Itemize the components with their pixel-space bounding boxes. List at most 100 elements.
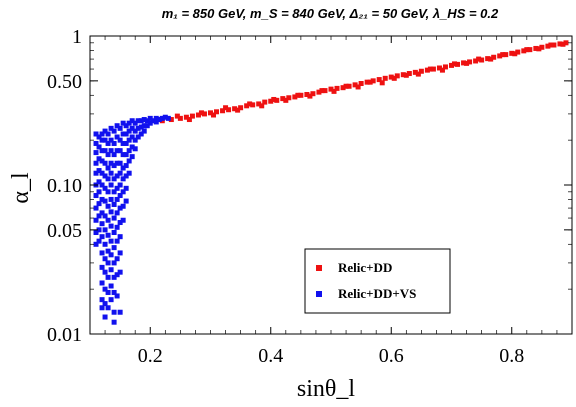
relic-dd-vs-point [111,274,117,280]
relic-dd-vs-point [99,137,105,143]
relic-dd-vs-point [120,165,126,171]
relic-dd-vs-point [147,120,153,126]
relic-dd-vs-point [132,146,138,152]
relic-dd-vs-point [93,160,99,166]
relic-dd-vs-point [108,223,114,229]
relic-dd-point [539,44,545,50]
relic-dd-vs-point [99,280,105,286]
relic-dd-vs-point [102,241,108,247]
relic-dd-vs-point [111,128,117,134]
relic-dd-vs-point [114,272,120,278]
relic-dd-vs-point [126,137,132,143]
relic-dd-point [334,85,340,91]
relic-dd-vs-point [123,163,129,169]
relic-dd-point [211,112,217,118]
relic-dd-vs-point [141,117,147,123]
relic-dd-vs-point [102,286,108,292]
relic-dd-point [427,66,433,72]
y-tick-label: 1 [72,26,82,48]
relic-dd-vs-point [108,160,114,166]
relic-dd-vs-point [108,182,114,188]
relic-dd-point [449,62,454,68]
relic-dd-point [527,47,533,53]
relic-dd-point [307,93,313,99]
relic-dd-vs-point [114,238,120,244]
tick-labels: 0.2 0.4 0.6 0.8 0.01 0.05 0.10 0.50 1 [47,26,524,367]
relic-dd-vs-point [111,152,117,158]
relic-dd-vs-point [105,274,111,280]
relic-dd-point [271,96,277,102]
relic-dd-vs-point [102,314,108,320]
relic-dd-vs-point [105,189,111,195]
relic-dd-vs-point [102,148,108,154]
relic-dd-vs-point [114,123,120,129]
relic-dd-point [274,97,280,103]
relic-dd-point [388,74,394,80]
relic-dd-vs-point [129,118,135,124]
relic-dd-point [292,94,298,100]
relic-dd-vs-point [123,198,129,204]
relic-dd-vs-point [159,115,165,121]
relic-dd-vs-point [102,256,108,262]
relic-dd-vs-point [105,217,111,223]
relic-dd-vs-point [126,148,132,154]
relic-dd-point [512,51,518,57]
relic-dd-point [244,103,250,109]
relic-dd-point [286,95,292,101]
relic-dd-vs-point [99,158,105,164]
relic-dd-vs-point [96,189,102,195]
relic-dd-vs-point [102,128,108,134]
relic-dd-vs-point [132,120,138,126]
relic-dd-vs-point [126,158,132,164]
legend-marker [316,291,322,297]
relic-dd-vs-point [114,134,120,140]
relic-dd-vs-point [153,119,159,125]
relic-dd-vs-point [150,118,156,124]
relic-dd-point [515,49,521,55]
relic-dd-point [436,65,442,71]
relic-dd-point [467,59,473,65]
relic-dd-vs-point [99,250,105,256]
relic-dd-point [214,109,220,115]
relic-dd-point [403,72,409,78]
relic-dd-vs-point [99,297,105,303]
relic-dd-vs-point [108,170,114,176]
relic-dd-point [524,47,530,53]
relic-dd-point [503,52,509,58]
relic-dd-vs-point [102,137,108,143]
x-tick-label: 0.8 [499,345,524,367]
relic-dd-vs-point [120,120,126,126]
relic-dd-vs-point [144,118,150,124]
relic-dd-vs-point [93,230,99,235]
relic-dd-point [198,110,204,116]
relic-dd-vs-point [108,196,114,202]
relic-dd-vs-point [111,201,117,207]
relic-dd-point [461,60,467,66]
relic-dd-point [376,77,382,83]
relic-dd-vs-point [99,210,105,216]
relic-dd-vs-point [105,289,111,295]
relic-dd-vs-point [111,245,117,251]
relic-dd-vs-point [117,125,123,131]
relic-dd-point [256,101,262,107]
relic-dd-vs-point [108,297,114,303]
relic-dd-point [232,106,238,112]
relic-dd-point [485,56,491,62]
relic-dd-vs-point [96,238,102,244]
relic-dd-vs-point [96,179,102,185]
relic-dd-vs-point [120,189,126,195]
relic-dd-vs-point [102,227,108,233]
relic-dd-vs-point [99,196,105,202]
relic-dd-vs-point [93,170,99,176]
relic-dd-vs-point [105,131,111,137]
relic-dd-vs-point [99,170,105,176]
relic-dd-vs-point [114,173,120,179]
relic-dd-vs-point [117,193,123,199]
relic-dd-vs-point [117,182,123,188]
relic-dd-vs-point [108,125,114,131]
relic-dd-point [355,84,361,90]
relic-dd-vs-point [93,205,99,211]
relic-dd-vs-point [132,128,138,134]
relic-dd-point [259,103,265,109]
relic-dd-vs-point [120,203,126,209]
